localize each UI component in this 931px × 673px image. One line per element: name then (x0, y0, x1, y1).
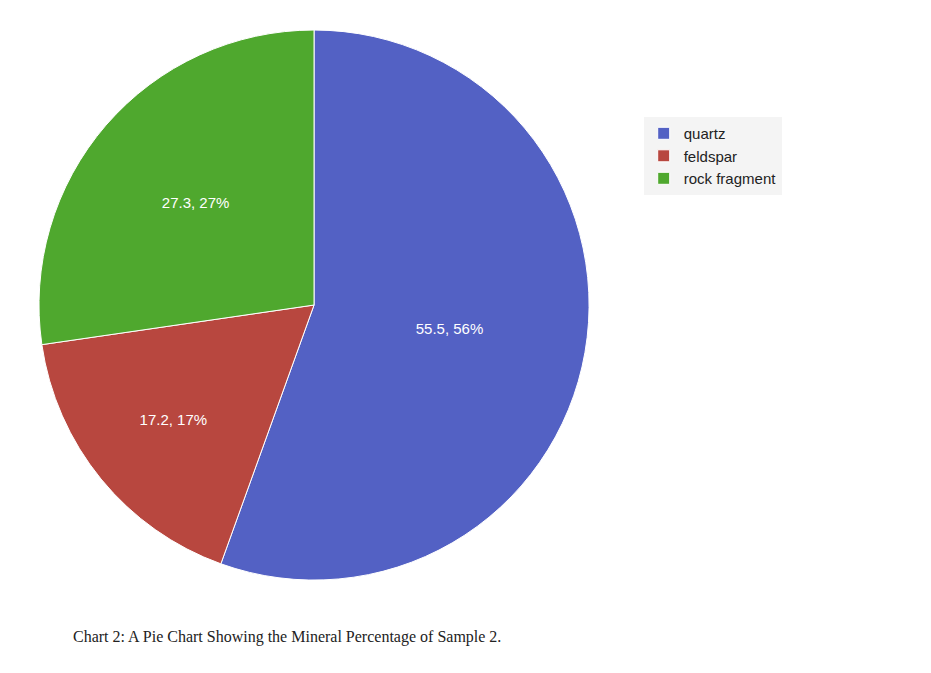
svg-text:Chart 2: A Pie Chart Showing t: Chart 2: A Pie Chart Showing the Mineral… (73, 628, 501, 646)
svg-text:17.2, 17%: 17.2, 17% (140, 411, 208, 428)
svg-text:27.3, 27%: 27.3, 27% (162, 194, 230, 211)
svg-text:rock fragment: rock fragment (684, 170, 777, 187)
svg-text:quartz: quartz (684, 125, 726, 142)
svg-text:55.5, 56%: 55.5, 56% (416, 320, 484, 337)
svg-text:feldspar: feldspar (684, 148, 737, 165)
